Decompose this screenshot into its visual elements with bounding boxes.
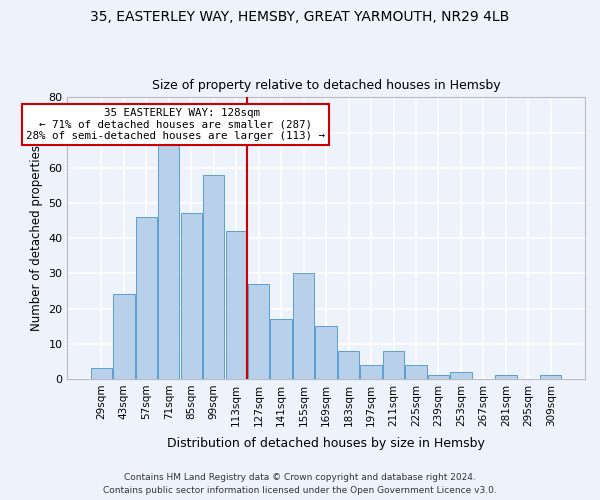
Bar	[181, 214, 202, 379]
Y-axis label: Number of detached properties: Number of detached properties	[29, 145, 43, 331]
Bar	[540, 376, 562, 379]
Title: Size of property relative to detached houses in Hemsby: Size of property relative to detached ho…	[152, 79, 500, 92]
X-axis label: Distribution of detached houses by size in Hemsby: Distribution of detached houses by size …	[167, 437, 485, 450]
Bar	[361, 365, 382, 379]
Text: 35, EASTERLEY WAY, HEMSBY, GREAT YARMOUTH, NR29 4LB: 35, EASTERLEY WAY, HEMSBY, GREAT YARMOUT…	[91, 10, 509, 24]
Text: Contains HM Land Registry data © Crown copyright and database right 2024.
Contai: Contains HM Land Registry data © Crown c…	[103, 474, 497, 495]
Bar	[428, 376, 449, 379]
Bar	[316, 326, 337, 379]
Bar	[383, 350, 404, 379]
Bar	[226, 231, 247, 379]
Bar	[450, 372, 472, 379]
Bar	[136, 217, 157, 379]
Bar	[113, 294, 134, 379]
Bar	[338, 350, 359, 379]
Bar	[203, 175, 224, 379]
Bar	[271, 319, 292, 379]
Bar	[495, 376, 517, 379]
Bar	[158, 140, 179, 379]
Text: 35 EASTERLEY WAY: 128sqm
← 71% of detached houses are smaller (287)
28% of semi-: 35 EASTERLEY WAY: 128sqm ← 71% of detach…	[26, 108, 325, 141]
Bar	[91, 368, 112, 379]
Bar	[248, 284, 269, 379]
Bar	[293, 274, 314, 379]
Bar	[406, 365, 427, 379]
